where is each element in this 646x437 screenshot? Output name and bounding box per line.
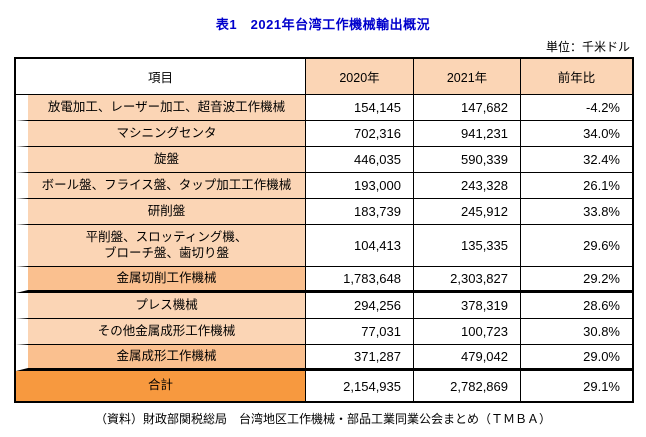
table-row: 研削盤 183,739 245,912 33.8%: [16, 199, 632, 225]
value-2021-cell: 2,303,827: [414, 267, 521, 293]
value-2020-cell: 294,256: [306, 293, 414, 319]
table-row: プレス機械 294,256 378,319 28.6%: [16, 293, 632, 319]
value-2021-cell: 378,319: [414, 293, 521, 319]
value-2021-cell: 135,335: [414, 225, 521, 267]
item-cell: 平削盤、スロッティング機、 ブローチ盤、歯切り盤: [16, 225, 306, 267]
value-2021-cell: 479,042: [414, 345, 521, 371]
item-cell: その他金属成形工作機械: [16, 319, 306, 345]
subtotal-row: 金属切削工作機械 1,783,648 2,303,827 29.2%: [16, 267, 632, 293]
total-row: 合計 2,154,935 2,782,869 29.1%: [16, 371, 632, 401]
subtotal-row: 金属成形工作機械 371,287 479,042 29.0%: [16, 345, 632, 371]
item-cell: 研削盤: [16, 199, 306, 225]
header-row: 項目 2020年 2021年 前年比: [16, 59, 632, 95]
yoy-cell: 29.6%: [521, 225, 632, 267]
item-cell: 合計: [16, 371, 306, 401]
yoy-cell: 26.1%: [521, 173, 632, 199]
value-2021-cell: 2,782,869: [414, 371, 521, 401]
item-cell: 旋盤: [16, 147, 306, 173]
item-cell: 放電加工、レーザー加工、超音波工作機械: [16, 95, 306, 121]
value-2020-cell: 371,287: [306, 345, 414, 371]
value-2021-cell: 100,723: [414, 319, 521, 345]
yoy-cell: 29.1%: [521, 371, 632, 401]
value-2021-cell: 243,328: [414, 173, 521, 199]
col-header-2021: 2021年: [414, 59, 521, 95]
table-row: 平削盤、スロッティング機、 ブローチ盤、歯切り盤 104,413 135,335…: [16, 225, 632, 267]
value-2020-cell: 446,035: [306, 147, 414, 173]
yoy-cell: 33.8%: [521, 199, 632, 225]
col-header-yoy: 前年比: [521, 59, 632, 95]
value-2021-cell: 941,231: [414, 121, 521, 147]
yoy-cell: -4.2%: [521, 95, 632, 121]
item-cell: マシニングセンタ: [16, 121, 306, 147]
item-cell: 金属成形工作機械: [16, 345, 306, 371]
page-title: 表1 2021年台湾工作機械輸出概況: [215, 17, 431, 32]
item-cell: ボール盤、フライス盤、タップ加工工作機械: [16, 173, 306, 199]
value-2020-cell: 77,031: [306, 319, 414, 345]
yoy-cell: 28.6%: [521, 293, 632, 319]
col-header-item: 項目: [16, 59, 306, 95]
value-2021-cell: 147,682: [414, 95, 521, 121]
value-2020-cell: 193,000: [306, 173, 414, 199]
table-row: 放電加工、レーザー加工、超音波工作機械 154,145 147,682 -4.2…: [16, 95, 632, 121]
export-table: 項目 2020年 2021年 前年比 放電加工、レーザー加工、超音波工作機械 1…: [14, 57, 634, 403]
yoy-cell: 34.0%: [521, 121, 632, 147]
value-2021-cell: 245,912: [414, 199, 521, 225]
value-2020-cell: 104,413: [306, 225, 414, 267]
value-2020-cell: 154,145: [306, 95, 414, 121]
table-row: その他金属成形工作機械 77,031 100,723 30.8%: [16, 319, 632, 345]
item-cell: プレス機械: [16, 293, 306, 319]
table-row: ボール盤、フライス盤、タップ加工工作機械 193,000 243,328 26.…: [16, 173, 632, 199]
table-row: マシニングセンタ 702,316 941,231 34.0%: [16, 121, 632, 147]
value-2020-cell: 1,783,648: [306, 267, 414, 293]
value-2020-cell: 702,316: [306, 121, 414, 147]
source-caption: （資料）財政部関税総局 台湾地区工作機械・部品工業同業公会まとめ（ＴＭＢＡ）: [94, 412, 551, 426]
yoy-cell: 29.0%: [521, 345, 632, 371]
table-row: 旋盤 446,035 590,339 32.4%: [16, 147, 632, 173]
value-2021-cell: 590,339: [414, 147, 521, 173]
value-2020-cell: 2,154,935: [306, 371, 414, 401]
item-cell: 金属切削工作機械: [16, 267, 306, 293]
unit-note: 単位：千米ドル: [545, 40, 630, 54]
yoy-cell: 30.8%: [521, 319, 632, 345]
value-2020-cell: 183,739: [306, 199, 414, 225]
yoy-cell: 29.2%: [521, 267, 632, 293]
yoy-cell: 32.4%: [521, 147, 632, 173]
col-header-2020: 2020年: [306, 59, 414, 95]
